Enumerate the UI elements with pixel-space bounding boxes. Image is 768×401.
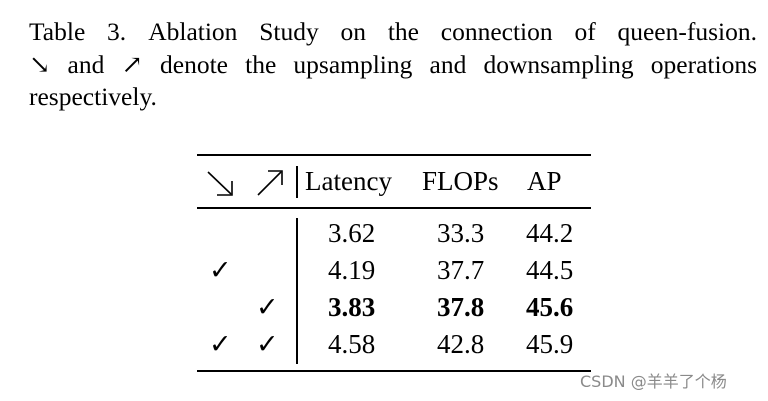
row-up-check: ✓ (209, 255, 232, 285)
row-latency: 3.62 (328, 218, 376, 248)
row-latency: 4.19 (328, 255, 376, 285)
row-down-check: ✓ (256, 292, 279, 322)
table-header-rule (197, 207, 591, 209)
watermark: CSDN @羊羊了个杨 (580, 372, 727, 391)
downsample-arrow-icon (257, 170, 283, 196)
caption-line-1: Table 3. Ablation Study on the connection… (29, 16, 757, 49)
caption-line-3: respectively. (29, 82, 157, 111)
table-bottom-rule (197, 370, 591, 372)
row-up-check: ✓ (209, 329, 232, 359)
table-top-rule (197, 154, 591, 156)
row-ap: 44.5 (526, 255, 574, 285)
row-ap: 44.2 (526, 218, 574, 248)
table-caption: Table 3. Ablation Study on the connection… (29, 16, 757, 114)
table-header-divider (296, 166, 298, 198)
downsample-arrow-icon: ↗ (121, 49, 143, 79)
row-latency: 3.83 (328, 292, 376, 322)
ablation-table: Latency FLOPs AP 3.62 33.3 44.2 ✓ 4.19 3… (197, 154, 591, 373)
row-latency: 4.58 (328, 329, 376, 359)
row-ap: 45.9 (526, 329, 574, 359)
row-ap: 45.6 (526, 292, 574, 322)
caption-line-2: ↘ and ↗ denote the upsampling and downsa… (29, 49, 757, 82)
upsample-arrow-icon: ↘ (29, 49, 51, 79)
row-flops: 42.8 (437, 329, 485, 359)
row-flops: 37.7 (437, 255, 485, 285)
upsample-arrow-icon (207, 171, 233, 196)
header-latency: Latency (305, 166, 392, 196)
header-ap: AP (527, 166, 562, 196)
row-flops: 37.8 (437, 292, 485, 322)
caption-description: denote the upsampling and downsampling o… (160, 49, 758, 79)
caption-and: and (67, 49, 105, 79)
table-body-divider (296, 218, 298, 364)
caption-title: Ablation Study on the connection of quee… (148, 17, 757, 46)
row-flops: 33.3 (437, 218, 485, 248)
caption-label: Table 3. (29, 17, 127, 46)
header-flops: FLOPs (422, 166, 499, 196)
row-down-check: ✓ (256, 329, 279, 359)
